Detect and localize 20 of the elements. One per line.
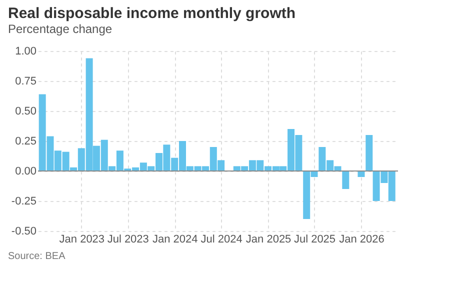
y-tick-label: -0.50	[11, 226, 36, 238]
bar	[358, 171, 365, 177]
chart-title: Real disposable income monthly growth	[8, 5, 296, 22]
y-tick-label: 0.50	[15, 106, 36, 118]
y-tick-label: 0.00	[15, 166, 36, 178]
y-tick-label: 0.75	[15, 76, 36, 88]
chart-subtitle: Percentage change	[8, 22, 112, 36]
y-tick-label: 0.25	[15, 136, 36, 148]
x-tick-label: Jul 2023	[107, 234, 149, 246]
source-note: Source: BEA	[8, 251, 66, 262]
y-tick-label: -0.25	[11, 196, 36, 208]
bar	[342, 171, 350, 189]
x-tick-label: Jul 2024	[200, 234, 242, 246]
x-tick-label: Jan 2024	[152, 234, 198, 246]
x-tick-label: Jan 2023	[59, 234, 105, 246]
x-tick-label: Jul 2025	[294, 234, 336, 246]
y-tick-label: 1.00	[15, 46, 36, 58]
bar	[366, 135, 373, 171]
x-tick-label: Jan 2026	[339, 234, 384, 246]
x-tick-label: Jan 2025	[246, 234, 292, 246]
